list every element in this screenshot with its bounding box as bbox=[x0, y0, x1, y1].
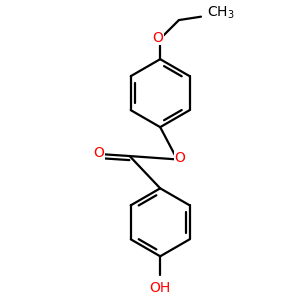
Text: OH: OH bbox=[150, 281, 171, 295]
Text: O: O bbox=[175, 151, 185, 165]
Text: O: O bbox=[94, 146, 104, 160]
Text: CH$_3$: CH$_3$ bbox=[207, 4, 235, 21]
Text: O: O bbox=[152, 31, 163, 45]
